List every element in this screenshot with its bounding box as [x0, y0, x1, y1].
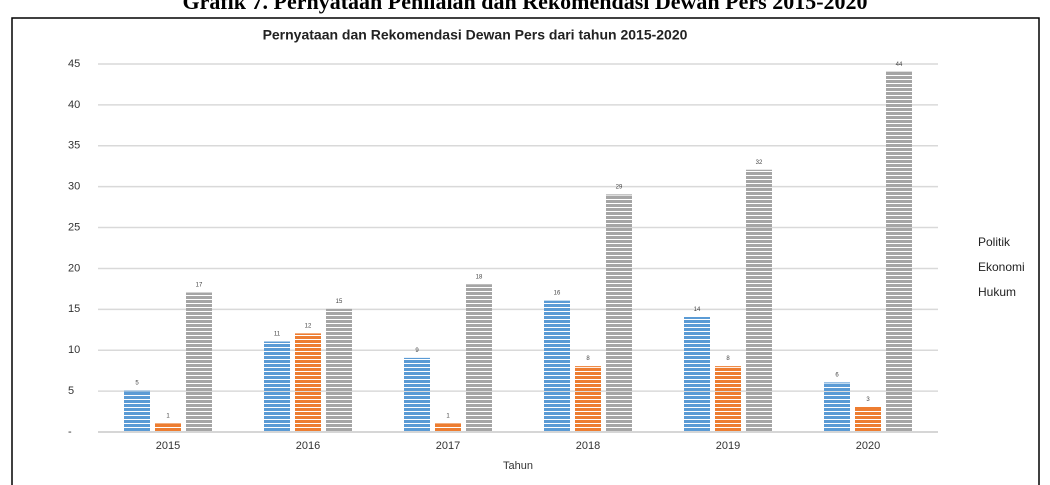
x-tick-label: 2018: [576, 440, 600, 452]
bar: [466, 284, 492, 432]
bar: [124, 391, 150, 432]
data-label: 44: [896, 62, 903, 68]
bar: [684, 317, 710, 432]
y-tick-label: 10: [68, 344, 80, 356]
data-label: 1: [446, 413, 450, 419]
data-label: 15: [336, 299, 343, 305]
bar: [606, 194, 632, 432]
legend-label: Hukum: [978, 285, 1016, 299]
x-tick-label: 2020: [856, 440, 880, 452]
frame: [11, 17, 1040, 485]
data-label: 12: [305, 323, 312, 329]
data-label: 3: [866, 397, 870, 403]
x-axis-label: Tahun: [503, 460, 533, 472]
data-label: 11: [274, 332, 281, 338]
bar: [575, 366, 601, 432]
bar: [264, 342, 290, 432]
chart-title: Pernyataan dan Rekomendasi Dewan Pers da…: [263, 27, 688, 43]
x-tick-label: 2015: [156, 440, 180, 452]
bar: [715, 366, 741, 432]
bar: [544, 301, 570, 432]
data-label: 29: [616, 184, 623, 190]
data-label: 9: [415, 348, 419, 354]
data-label: 5: [135, 381, 139, 387]
legend-label: Ekonomi: [978, 260, 1025, 274]
data-label: 18: [476, 274, 483, 280]
data-label: 16: [554, 291, 561, 297]
data-label: 8: [586, 356, 590, 362]
x-tick-label: 2019: [716, 440, 740, 452]
bar: [435, 423, 461, 432]
bar: [886, 72, 912, 432]
bar: [746, 170, 772, 433]
legend-label: Politik: [978, 235, 1011, 249]
y-tick-label: 45: [68, 58, 80, 70]
bar: [855, 407, 881, 432]
x-tick-label: 2017: [436, 440, 460, 452]
y-tick-label: 35: [68, 140, 80, 152]
bar: [326, 309, 352, 432]
data-label: 17: [196, 283, 203, 289]
bar: [824, 382, 850, 432]
bar: [404, 358, 430, 432]
y-tick-label: 15: [68, 303, 80, 315]
bar: [186, 292, 212, 432]
y-tick-label: 40: [68, 99, 80, 111]
x-tick-label: 2016: [296, 440, 320, 452]
data-label: 6: [835, 373, 839, 379]
y-tick-label: 20: [68, 262, 80, 274]
bar: [295, 333, 321, 432]
y-tick-label: 25: [68, 221, 80, 233]
data-label: 8: [726, 356, 730, 362]
data-label: 32: [756, 160, 763, 166]
y-tick-label: -: [68, 426, 72, 438]
data-label: 1: [166, 413, 170, 419]
data-label: 14: [694, 307, 701, 313]
y-tick-label: 30: [68, 181, 80, 193]
bar: [155, 423, 181, 432]
page-heading: Grafik 7. Pernyataan Penilaian dan Rekom…: [182, 0, 867, 14]
y-tick-label: 5: [68, 385, 74, 397]
